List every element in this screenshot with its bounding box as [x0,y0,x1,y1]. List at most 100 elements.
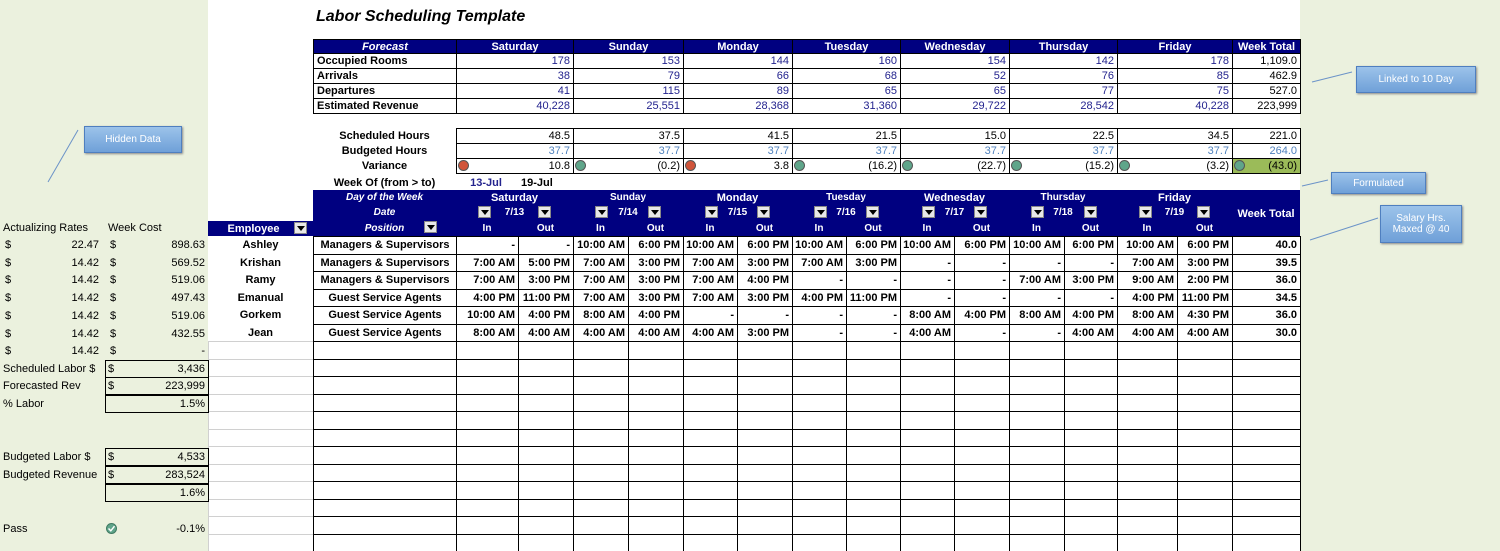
dropdown-button[interactable] [478,206,491,218]
empty-cell [1009,393,1065,412]
day-date: 7/13 [456,205,573,220]
column-header: Forecast [313,39,457,54]
forecast-value: 1,109.0 [1232,53,1301,69]
dropdown-button[interactable] [1031,206,1044,218]
dropdown-button[interactable] [294,222,307,234]
empty-cell [456,516,519,535]
shift-time: 7:00 AM [1117,253,1178,272]
dropdown-button[interactable] [595,206,608,218]
day-date: 7/16 [792,205,900,220]
shift-time: 4:00 AM [1064,323,1118,342]
empty-cell [683,516,738,535]
out-label: Out [954,221,1009,236]
day-name: Monday [683,190,792,205]
empty-cell [456,446,519,465]
shift-time: 10:00 AM [683,236,738,255]
empty-cell [208,446,314,465]
forecast-value: 527.0 [1232,83,1301,99]
dropdown-button[interactable] [538,206,551,218]
shift-time: 3:00 PM [737,288,793,307]
empty-cell [1177,533,1233,551]
dropdown-button[interactable] [974,206,987,218]
shift-time: - [846,306,901,325]
dropdown-button[interactable] [1139,206,1152,218]
dropdown-button[interactable] [757,206,770,218]
empty-cell [900,481,955,500]
empty-cell [954,463,1010,482]
empty-cell [1117,341,1178,360]
forecast-value: 154 [900,53,1010,69]
forecast-value: 28,542 [1009,98,1118,114]
currency-symbol: $ [110,256,117,269]
shift-time: 8:00 AM [573,306,629,325]
empty-cell [1064,516,1118,535]
empty-cell [1064,498,1118,517]
empty-cell [954,516,1010,535]
empty-cell [900,411,955,430]
dropdown-button[interactable] [424,221,437,233]
row-label: Departures [313,83,457,99]
currency-symbol: $ [110,309,117,322]
empty-cell [792,341,847,360]
forecast-value: 65 [792,83,901,99]
empty-cell [208,516,314,535]
shift-time: 7:00 AM [456,271,519,290]
empty-cell [1177,411,1233,430]
empty-cell [313,376,457,395]
shift-time: - [1009,253,1065,272]
week-total: 40.0 [1232,236,1301,255]
employee-name: Ashley [242,239,279,252]
dropdown-button[interactable] [1197,206,1210,218]
empty-cell [573,411,629,430]
dropdown-button[interactable] [1084,206,1097,218]
cost-value: - [201,345,205,358]
week-to: 19-Jul [521,177,553,189]
shift-time: 8:00 AM [900,306,955,325]
shift-time: - [954,271,1010,290]
empty-cell [1117,463,1178,482]
empty-cell [313,516,457,535]
forecast-value: 115 [573,83,684,99]
hours-value: (22.7) [900,158,1010,174]
empty-cell [1232,446,1301,465]
empty-cell [846,376,901,395]
empty-cell [1177,481,1233,500]
dropdown-button[interactable] [705,206,718,218]
empty-cell [1064,428,1118,447]
empty-cell [518,498,574,517]
forecast-value: 178 [1117,53,1233,69]
empty-cell [573,533,629,551]
dropdown-button[interactable] [922,206,935,218]
empty-cell [737,358,793,377]
empty-cell [954,411,1010,430]
hours-value: 37.7 [792,143,901,159]
empty-cell [683,498,738,517]
currency-symbol: $ [110,327,117,340]
empty-cell [208,428,314,447]
day-name: Saturday [456,190,573,205]
empty-cell [518,463,574,482]
empty-cell [1117,498,1178,517]
hours-value: 22.5 [1009,128,1118,144]
empty-cell [573,463,629,482]
empty-cell [208,358,314,377]
empty-cell [1009,516,1065,535]
dropdown-button[interactable] [866,206,879,218]
empty-cell [737,446,793,465]
dropdown-button[interactable] [648,206,661,218]
forecast-value: 76 [1009,68,1118,84]
empty-cell [900,446,955,465]
dropdown-button[interactable] [814,206,827,218]
currency-symbol: $ [110,239,117,251]
empty-cell [900,393,955,412]
shift-time: 5:00 PM [518,253,574,272]
empty-cell [1177,358,1233,377]
empty-cell [846,428,901,447]
empty-cell [792,516,847,535]
empty-cell [628,341,684,360]
shift-time: 7:00 AM [456,253,519,272]
empty-cell [208,498,314,517]
shift-time: - [954,323,1010,342]
empty-cell [1117,358,1178,377]
